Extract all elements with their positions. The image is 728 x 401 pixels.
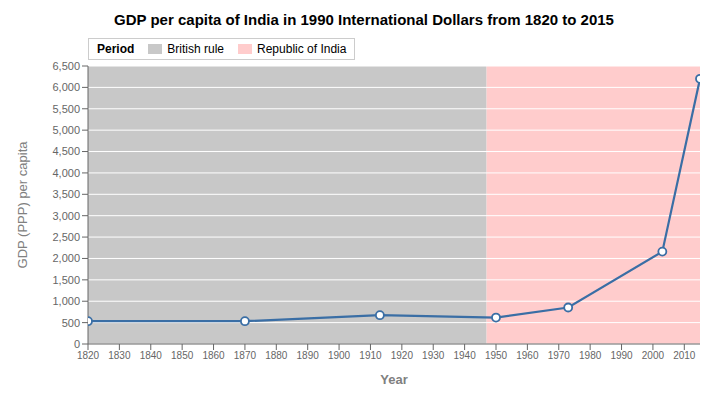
svg-text:1860: 1860 [202, 350, 225, 361]
svg-text:5,000: 5,000 [52, 124, 80, 136]
svg-text:1920: 1920 [391, 350, 414, 361]
svg-text:3,500: 3,500 [52, 188, 80, 200]
svg-text:1970: 1970 [548, 350, 571, 361]
svg-text:0: 0 [74, 338, 80, 350]
svg-text:1870: 1870 [234, 350, 257, 361]
svg-text:4,000: 4,000 [52, 167, 80, 179]
svg-text:3,000: 3,000 [52, 210, 80, 222]
svg-text:6,500: 6,500 [52, 60, 80, 72]
svg-text:1900: 1900 [328, 350, 351, 361]
svg-text:1980: 1980 [579, 350, 602, 361]
svg-text:1960: 1960 [516, 350, 539, 361]
svg-text:2,500: 2,500 [52, 231, 80, 243]
svg-text:1950: 1950 [485, 350, 508, 361]
svg-text:1830: 1830 [108, 350, 131, 361]
html-text:British rule: British rule [167, 42, 224, 56]
svg-text:1850: 1850 [171, 350, 194, 361]
svg-text:GDP (PPP) per capita: GDP (PPP) per capita [15, 141, 30, 269]
html-text:Republic of India: Republic of India [257, 42, 347, 56]
svg-text:1940: 1940 [453, 350, 476, 361]
svg-text:1880: 1880 [265, 350, 288, 361]
svg-text:4,500: 4,500 [52, 145, 80, 157]
svg-text:2010: 2010 [673, 350, 696, 361]
svg-text:1,000: 1,000 [52, 295, 80, 307]
svg-text:500: 500 [62, 317, 80, 329]
svg-text:1820: 1820 [77, 350, 100, 361]
html-text:Period: Period [97, 42, 135, 56]
svg-text:2000: 2000 [642, 350, 665, 361]
svg-text:1,500: 1,500 [52, 274, 80, 286]
svg-text:1910: 1910 [359, 350, 382, 361]
svg-text:1840: 1840 [140, 350, 163, 361]
svg-text:Year: Year [380, 372, 407, 387]
svg-text:1990: 1990 [610, 350, 633, 361]
svg-text:2,000: 2,000 [52, 252, 80, 264]
svg-text:1930: 1930 [422, 350, 445, 361]
html-text:GDP per capita of India in 199: GDP per capita of India in 1990 Internat… [114, 11, 614, 28]
svg-text:5,500: 5,500 [52, 103, 80, 115]
svg-text:1890: 1890 [297, 350, 320, 361]
svg-text:6,000: 6,000 [52, 81, 80, 93]
